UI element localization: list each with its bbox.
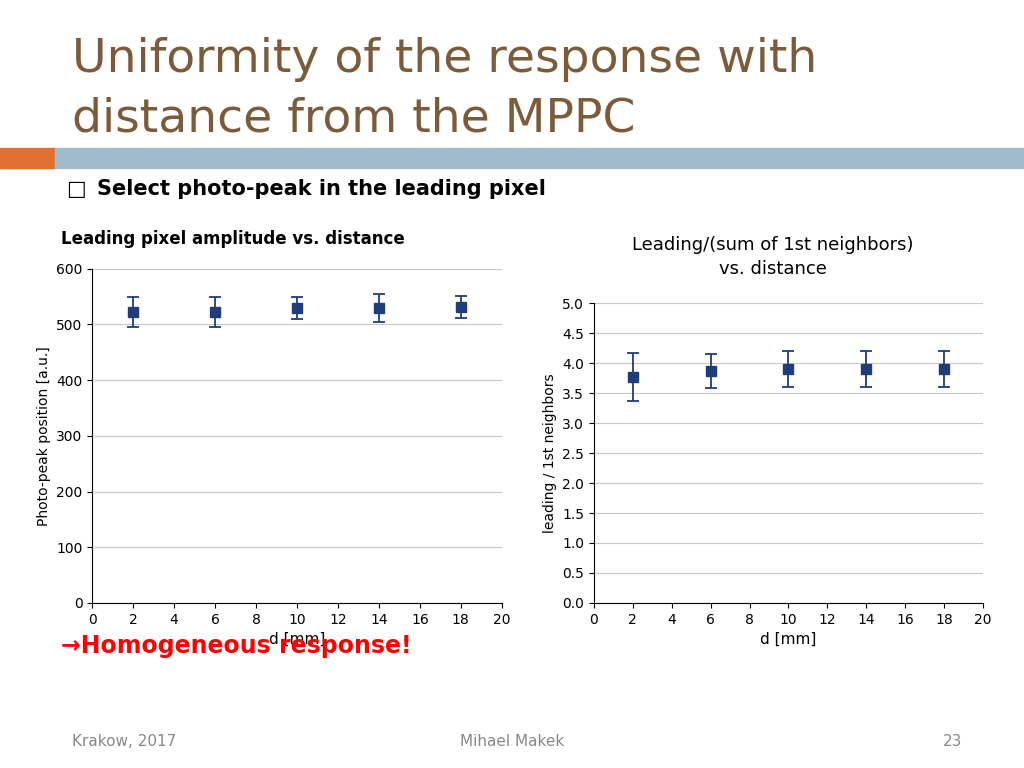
Text: →Homogeneous response!: →Homogeneous response! <box>61 634 412 658</box>
Text: Mihael Makek: Mihael Makek <box>460 733 564 749</box>
Text: Select photo-peak in the leading pixel: Select photo-peak in the leading pixel <box>97 179 546 199</box>
Text: Leading/(sum of 1st neighbors)
vs. distance: Leading/(sum of 1st neighbors) vs. dista… <box>633 237 913 278</box>
Y-axis label: Photo-peak position [a.u.]: Photo-peak position [a.u.] <box>37 346 50 526</box>
Text: 23: 23 <box>943 733 963 749</box>
Text: distance from the MPPC: distance from the MPPC <box>72 96 635 141</box>
Text: □: □ <box>67 179 86 199</box>
X-axis label: d [mm]: d [mm] <box>760 632 817 647</box>
Text: Krakow, 2017: Krakow, 2017 <box>72 733 176 749</box>
Bar <box>0 148 55 168</box>
Text: Leading pixel amplitude vs. distance: Leading pixel amplitude vs. distance <box>61 230 406 248</box>
Text: Uniformity of the response with: Uniformity of the response with <box>72 37 817 82</box>
X-axis label: d [mm]: d [mm] <box>268 632 326 647</box>
Y-axis label: leading / 1st neighbors: leading / 1st neighbors <box>543 373 557 533</box>
